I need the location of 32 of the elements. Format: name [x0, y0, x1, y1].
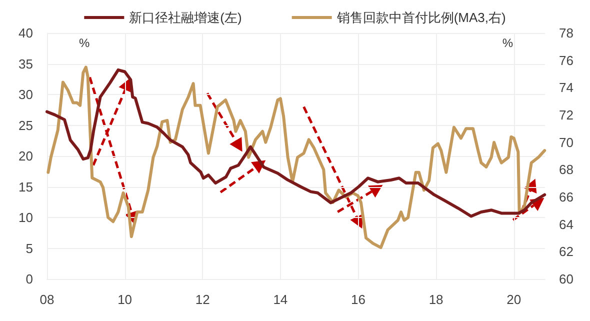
x-tick-label: 08: [40, 292, 54, 307]
y2-tick-label: 66: [559, 190, 574, 204]
y2-tick-label: 78: [559, 26, 574, 40]
y-tick-label: 10: [18, 210, 33, 225]
x-tick-label: 10: [118, 292, 132, 307]
y-axis-title: %: [79, 36, 90, 50]
y2-axis-title: %: [502, 36, 514, 50]
y-tick-label: 0: [26, 272, 33, 286]
line-series: [46, 66, 546, 250]
y2-tick-label: 70: [559, 134, 574, 150]
y-tick-label: 40: [18, 26, 33, 40]
line-series: [46, 68, 546, 218]
y2-tick-label: 76: [559, 52, 574, 68]
y2-tick-label: 64: [559, 216, 574, 232]
y2-tick-label: 68: [559, 162, 574, 178]
x-tick-label: 20: [506, 292, 522, 307]
y-tick-label: 25: [18, 118, 33, 133]
y-tick-label: 5: [26, 240, 33, 256]
y2-tick-label: 72: [559, 108, 574, 122]
y-tick-label: 30: [18, 87, 33, 102]
x-tick-label: 12: [195, 292, 210, 307]
x-tick-label: 18: [428, 292, 444, 307]
x-tick-label: 16: [351, 292, 366, 307]
y-tick-label: 15: [18, 179, 33, 194]
y-tick-label: 20: [18, 148, 33, 164]
legend-label: 新口径社融增速(左): [129, 10, 242, 25]
y-tick-label: 35: [18, 56, 33, 72]
x-tick-label: 14: [273, 292, 288, 307]
y2-tick-label: 60: [559, 272, 574, 286]
legend-label: 销售回款中首付比例(MA3,右): [336, 10, 506, 25]
y2-tick-label: 62: [559, 244, 574, 260]
y2-tick-label: 74: [559, 80, 574, 96]
